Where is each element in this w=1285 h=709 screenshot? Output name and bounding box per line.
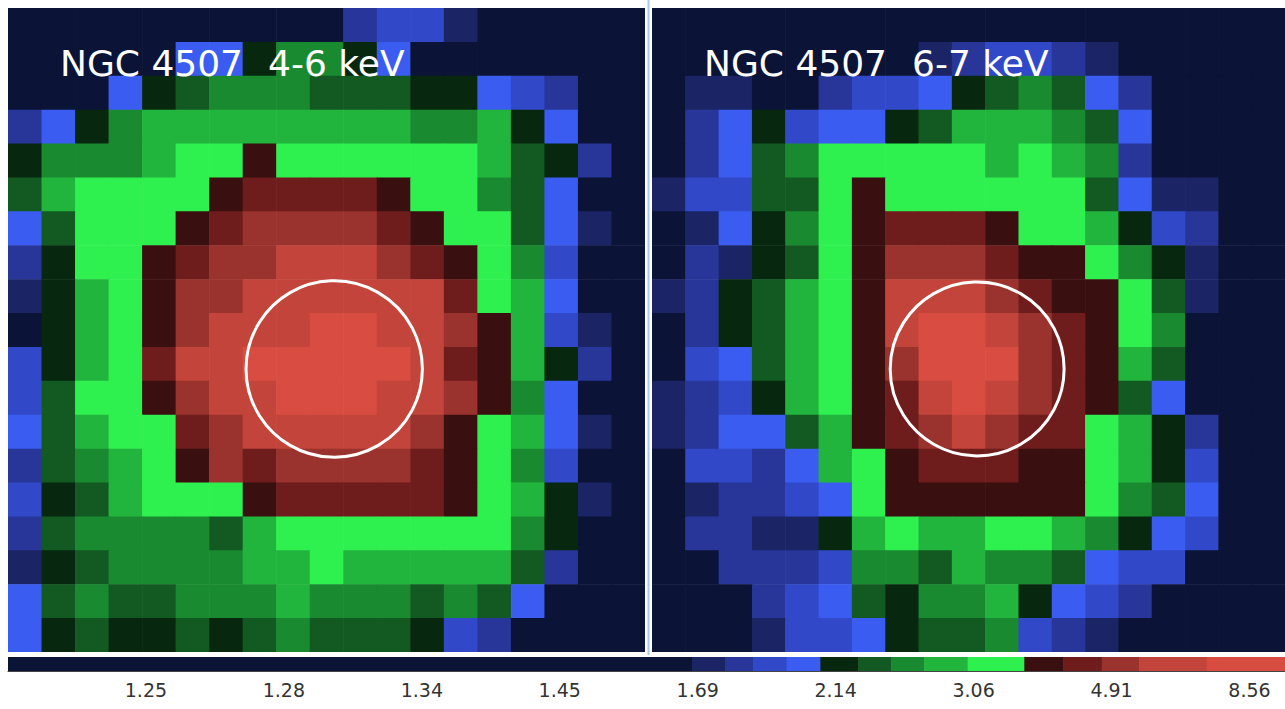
svg-text:1.69: 1.69 <box>677 679 719 701</box>
svg-text:1.34: 1.34 <box>401 679 443 701</box>
svg-text:6-7 keV: 6-7 keV <box>912 43 1049 84</box>
svg-text:NGC 4507: NGC 4507 <box>704 43 887 84</box>
svg-text:4-6 keV: 4-6 keV <box>268 43 405 84</box>
svg-text:2.14: 2.14 <box>814 679 856 701</box>
svg-text:8.56: 8.56 <box>1228 679 1270 701</box>
svg-text:3.06: 3.06 <box>952 679 994 701</box>
svg-text:1.45: 1.45 <box>539 679 581 701</box>
svg-text:4.91: 4.91 <box>1090 679 1132 701</box>
svg-text:1.25: 1.25 <box>125 679 167 701</box>
svg-text:NGC 4507: NGC 4507 <box>60 43 243 84</box>
svg-text:1.28: 1.28 <box>263 679 305 701</box>
